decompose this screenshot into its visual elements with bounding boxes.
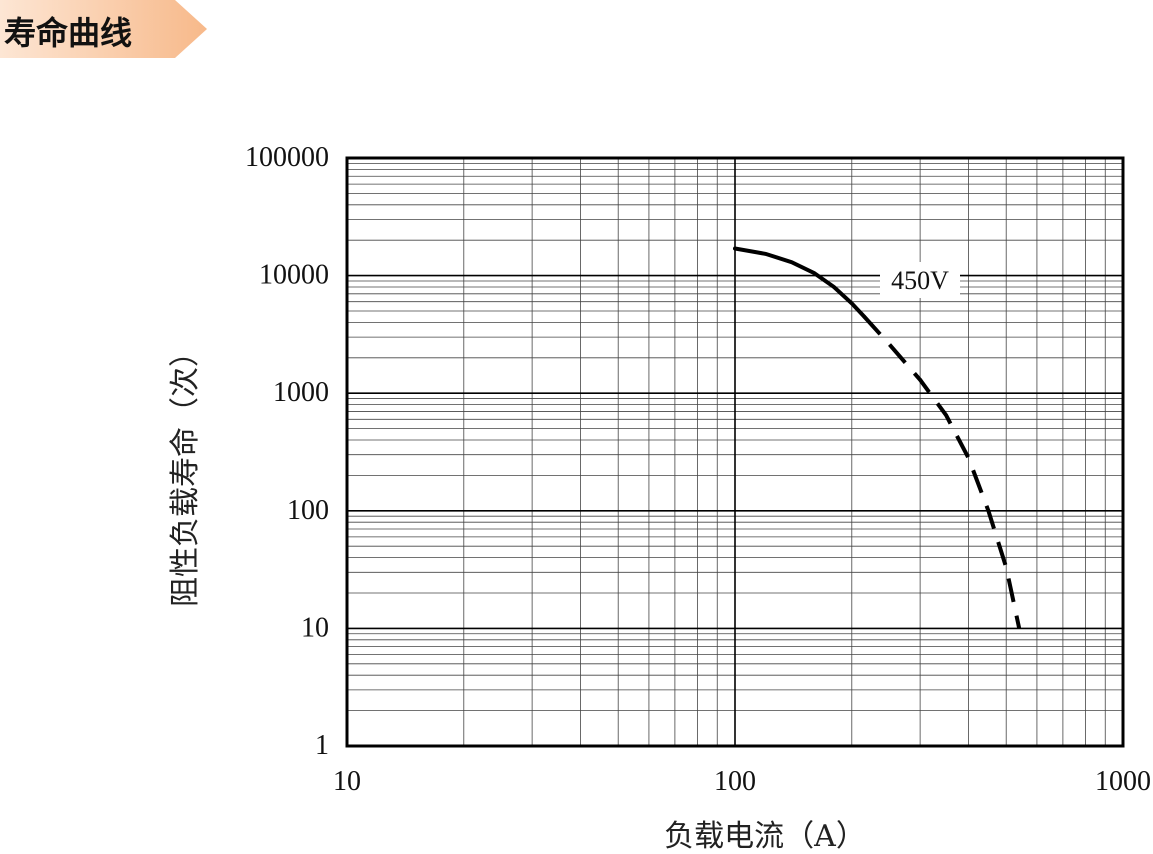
- section-banner: 寿命曲线: [0, 0, 210, 58]
- series-line-dashed: [862, 315, 1022, 629]
- x-tick-labels: 10 100 1000: [333, 766, 1151, 797]
- y-tick-label: 100: [287, 495, 329, 526]
- y-tick-label: 10: [301, 612, 329, 643]
- series-label: 450V: [891, 266, 949, 295]
- x-tick-label: 10: [333, 766, 361, 797]
- y-tick-labels: 1 10 100 1000 10000 100000: [245, 142, 329, 761]
- section-title: 寿命曲线: [4, 14, 133, 52]
- series-line-solid: [733, 246, 866, 319]
- grid-major: [347, 158, 1123, 746]
- series-label-background: [880, 262, 960, 298]
- x-tick-label: 100: [714, 766, 756, 797]
- y-tick-label: 10000: [259, 260, 329, 291]
- x-tick-label: 1000: [1095, 766, 1151, 797]
- y-tick-label: 1: [315, 730, 329, 761]
- plot-frame: [345, 156, 1125, 748]
- series-layer: 450V: [733, 246, 1022, 629]
- x-axis-label: 负载电流（A）: [664, 819, 866, 854]
- y-tick-label: 1000: [273, 377, 329, 408]
- y-tick-label: 100000: [245, 142, 329, 173]
- y-axis-label: 阻性负载寿命（次）: [168, 337, 203, 607]
- banner-arrow-shape: [0, 0, 207, 58]
